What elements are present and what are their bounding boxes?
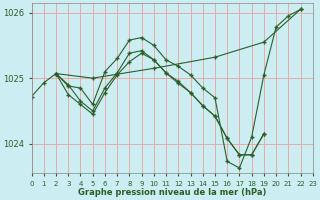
X-axis label: Graphe pression niveau de la mer (hPa): Graphe pression niveau de la mer (hPa) (78, 188, 266, 197)
